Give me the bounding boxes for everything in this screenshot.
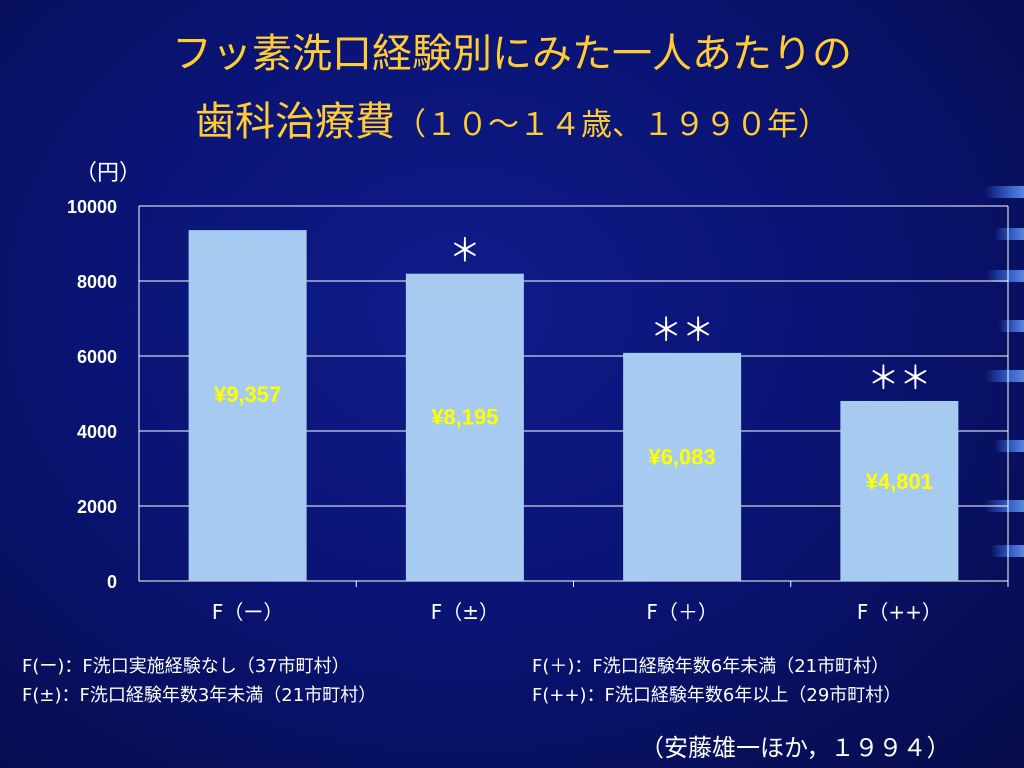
- significance-mark: ＊: [449, 232, 481, 270]
- bar-data-label: ¥9,357: [214, 382, 281, 407]
- x-category-label: F（ー）: [212, 600, 284, 624]
- title-line2-main: 歯科治療費: [195, 99, 395, 145]
- x-category-label: F（++）: [857, 600, 942, 624]
- y-axis-label: （円）: [75, 161, 141, 186]
- bar: [623, 352, 742, 581]
- note-text: F(＋)：F洗口経験年数6年未満（21市町村）: [532, 656, 890, 677]
- bar: [188, 230, 307, 582]
- x-category-label: F（＋）: [646, 600, 718, 624]
- legend-note-f-minus: F(ー)：F洗口実施経験なし（37市町村）: [22, 652, 350, 678]
- bar-data-label: ¥4,801: [866, 469, 933, 494]
- significance-mark: ＊＊: [867, 359, 931, 397]
- decor-stripe: [986, 270, 1024, 282]
- slide-title-line2: 歯科治療費（１０～１４歳、１９９０年）: [0, 96, 1024, 151]
- legend-note-f-plusplus: F(++)：F洗口経験年数6年以上（29市町村）: [532, 681, 901, 707]
- legend-note-f-pm: F(±)：F洗口経験年数3年未満（21市町村）: [22, 681, 376, 707]
- citation-text: （安藤雄一ほか，１９９４）: [640, 734, 951, 762]
- decor-stripe: [998, 320, 1024, 332]
- y-tick-label: 0: [107, 572, 117, 592]
- bar-data-label: ¥6,083: [648, 445, 715, 470]
- note-text: F(++)：F洗口経験年数6年以上（29市町村）: [532, 685, 902, 706]
- y-tick-label: 4000: [77, 422, 117, 442]
- decor-stripe: [994, 228, 1024, 240]
- bar-data-label: ¥8,195: [431, 404, 498, 429]
- decor-stripe: [994, 440, 1024, 452]
- decor-stripe: [984, 370, 1024, 382]
- title-line1-text: フッ素洗口経験別にみた一人あたりの: [172, 31, 852, 77]
- decor-stripe: [990, 545, 1024, 557]
- note-text: F(±)：F洗口経験年数3年未満（21市町村）: [22, 685, 377, 706]
- title-line2-sub: （１０～１４歳、１９９０年）: [395, 107, 829, 143]
- y-tick-label: 6000: [77, 347, 117, 367]
- slide-title-line1: フッ素洗口経験別にみた一人あたりの: [0, 28, 1024, 80]
- note-text: F(ー)：F洗口実施経験なし（37市町村）: [22, 656, 350, 677]
- decor-stripe: [984, 186, 1024, 198]
- citation: （安藤雄一ほか，１９９４）: [640, 728, 951, 763]
- legend-note-f-plus: F(＋)：F洗口経験年数6年未満（21市町村）: [532, 652, 889, 678]
- y-tick-label: 8000: [77, 272, 117, 292]
- y-tick-label: 2000: [77, 497, 117, 517]
- y-tick-label: 10000: [67, 197, 117, 217]
- bar: [840, 400, 959, 581]
- x-category-label: F（±）: [431, 600, 499, 624]
- significance-mark: ＊＊: [650, 311, 714, 349]
- bar: [405, 273, 524, 581]
